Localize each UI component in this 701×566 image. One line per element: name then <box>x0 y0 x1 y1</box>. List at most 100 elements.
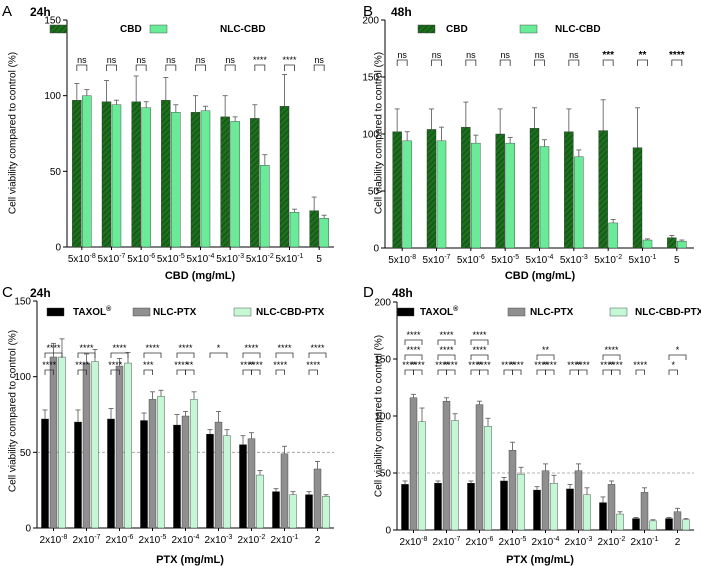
significance-label: **** <box>310 343 325 353</box>
significance-bracket <box>254 64 266 71</box>
bar-nlc_ptx-3 <box>148 399 157 529</box>
y-tick-label: 50 <box>50 167 62 178</box>
significance-bracket <box>499 59 511 66</box>
significance-label: ns <box>196 55 206 65</box>
significance-label: ns <box>397 50 407 60</box>
bar-nlc_cbd-4 <box>200 110 211 248</box>
x-tick-label: 2x10-6 <box>106 534 134 546</box>
significance-bracket <box>536 354 555 360</box>
significance-label: *** <box>143 360 154 370</box>
bar-cbd-2 <box>461 126 471 249</box>
bar-cbd-6 <box>598 130 608 249</box>
x-tick-label: 5x10-7 <box>98 253 126 265</box>
legend-swatch-nlc_cbd_ptx <box>233 307 252 317</box>
bar-taxol-5 <box>566 488 574 531</box>
legend-swatch-nlc_cbd <box>519 24 538 34</box>
bar-taxol-6 <box>239 444 247 529</box>
bar-nlc_cbd_ptx-2 <box>484 426 492 531</box>
significance-bracket <box>44 369 54 375</box>
significance-label: **** <box>244 343 259 353</box>
significance-label: **** <box>510 360 525 370</box>
bar-taxol-4 <box>533 489 541 531</box>
x-tick-label: 5x10-8 <box>388 254 416 266</box>
significance-bracket <box>165 64 177 71</box>
significance-bracket <box>470 369 480 375</box>
bar-nlc_cbd_ptx-5 <box>583 494 591 531</box>
bar-cbd-5 <box>220 116 230 248</box>
legend-swatch-nlc_ptx <box>132 307 151 317</box>
panel-title: 48h <box>392 286 413 300</box>
significance-label: **** <box>174 360 189 370</box>
x-tick-label: 5x10-1 <box>276 253 304 265</box>
significance-bracket <box>512 369 522 375</box>
panel-title: 48h <box>391 5 412 19</box>
x-axis-label: CBD (mg/mL) <box>165 270 236 282</box>
bar-nlc_cbd-6 <box>260 165 270 248</box>
y-tick-label: 0 <box>55 243 61 254</box>
bar-nlc_ptx-1 <box>442 400 451 531</box>
significance-label: **** <box>306 360 321 370</box>
x-axis-label: PTX (mg/mL) <box>156 554 224 566</box>
panel-title: 24h <box>30 5 51 19</box>
significance-bracket <box>437 369 447 375</box>
bar-nlc_ptx-3 <box>508 450 517 531</box>
significance-bracket <box>242 352 261 358</box>
legend-label-nlc_cbd: NLC-CBD <box>220 24 266 35</box>
significance-bracket <box>106 64 117 71</box>
significance-bracket <box>110 352 129 358</box>
significance-bracket <box>637 59 648 66</box>
x-tick-label: 5 <box>316 254 322 265</box>
bar-taxol-0 <box>41 418 49 529</box>
significance-label: **** <box>472 345 487 355</box>
significance-label: **** <box>178 343 193 353</box>
bar-nlc_ptx-1 <box>82 362 91 529</box>
bar-nlc_cbd_ptx-8 <box>682 519 690 531</box>
significance-label: **** <box>534 360 549 370</box>
significance-bracket <box>209 352 228 358</box>
significance-label: **** <box>435 360 450 370</box>
bar-taxol-1 <box>434 483 442 531</box>
significance-label: **** <box>240 360 255 370</box>
x-tick-label: 5x10-2 <box>594 254 622 266</box>
bar-nlc_cbd_ptx-4 <box>550 483 558 531</box>
x-tick-label: 2 <box>675 537 681 548</box>
significance-label: **** <box>439 330 454 340</box>
y-tick-label: 0 <box>25 524 31 535</box>
x-tick-label: 5x10-6 <box>127 253 155 265</box>
bar-cbd-1 <box>101 101 112 248</box>
significance-label: * <box>217 343 221 353</box>
significance-bracket <box>275 369 285 375</box>
x-tick-label: 2x10-4 <box>532 536 560 548</box>
y-tick-label: 200 <box>362 16 379 27</box>
x-axis-label: PTX (mg/mL) <box>506 554 574 566</box>
bar-taxol-6 <box>599 502 607 531</box>
y-tick-label: 100 <box>362 130 379 141</box>
y-tick-label: 150 <box>374 355 391 366</box>
significance-label: *** <box>602 50 614 61</box>
significance-bracket <box>545 369 555 375</box>
significance-label: **** <box>406 345 421 355</box>
legend-label-nlc_ptx: NLC-PTX <box>153 307 197 318</box>
y-tick-label: 50 <box>380 469 392 480</box>
x-tick-label: 5x10-3 <box>216 253 244 265</box>
significance-bracket <box>602 369 612 375</box>
significance-label: **** <box>444 360 459 370</box>
significance-bracket <box>185 369 195 375</box>
legend-label-nlc_cbd: NLC-CBD <box>555 24 601 35</box>
legend-swatch-taxol <box>46 307 65 317</box>
panel-title: 24h <box>30 286 51 300</box>
x-tick-label: 5x10-2 <box>246 253 274 265</box>
x-tick-label: 2x10-5 <box>499 536 527 548</box>
y-axis-label: Cell viability compared to control (%) <box>7 52 18 214</box>
x-tick-label: 5x10-1 <box>629 254 657 266</box>
significance-bracket <box>308 369 318 375</box>
significance-bracket <box>77 369 87 375</box>
bar-taxol-3 <box>140 420 148 529</box>
bar-cbd-7 <box>632 147 643 249</box>
significance-bracket <box>143 369 153 375</box>
x-tick-label: 2x10-5 <box>139 534 167 546</box>
y-tick-label: 150 <box>44 16 61 27</box>
significance-bracket <box>431 59 442 66</box>
significance-bracket <box>404 339 423 345</box>
y-tick-label: 0 <box>373 244 379 255</box>
